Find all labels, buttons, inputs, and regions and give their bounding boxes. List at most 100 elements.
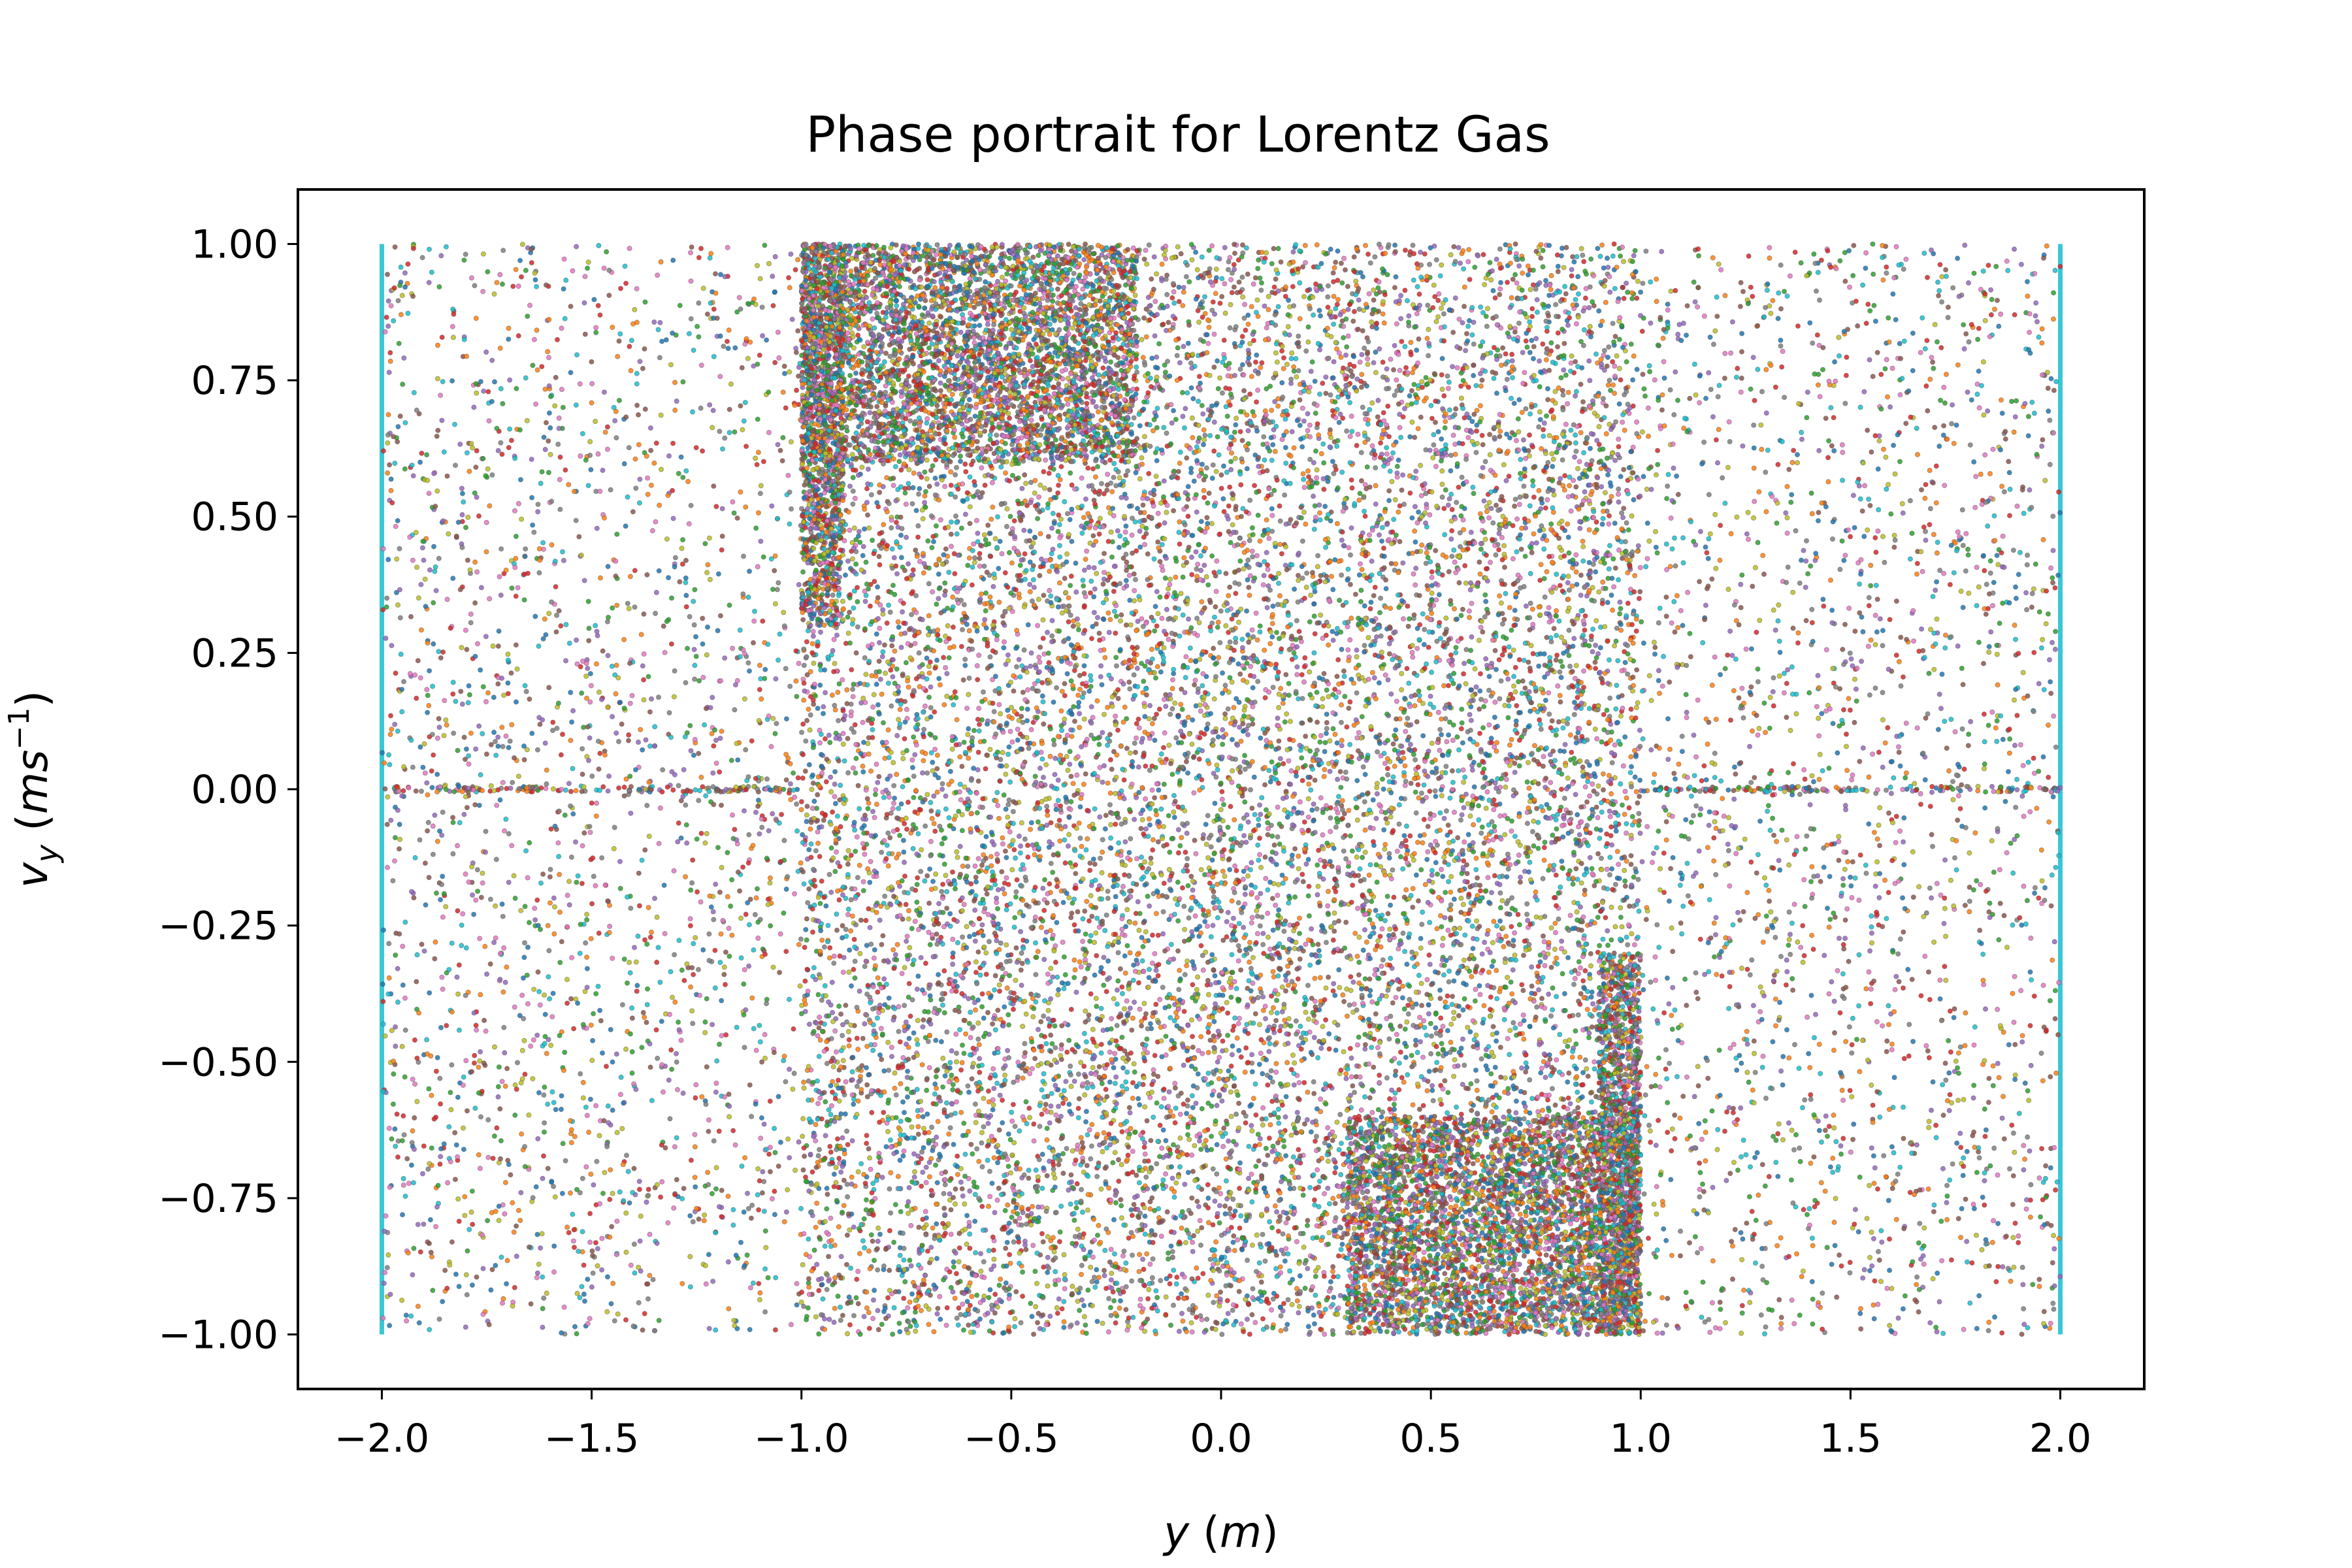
scatter-point xyxy=(891,483,896,487)
scatter-point xyxy=(387,463,392,467)
scatter-point xyxy=(1788,274,1792,278)
scatter-point xyxy=(1684,693,1688,697)
scatter-point xyxy=(1077,1096,1081,1101)
scatter-point xyxy=(1228,868,1232,872)
scatter-point xyxy=(1763,1246,1767,1250)
scatter-point xyxy=(706,1118,711,1122)
scatter-point xyxy=(1088,939,1092,943)
scatter-point xyxy=(1850,1094,1854,1099)
scatter-point xyxy=(1814,704,1819,709)
scatter-point xyxy=(1335,1120,1339,1124)
scatter-point xyxy=(1277,636,1281,641)
scatter-point xyxy=(1159,1234,1164,1239)
scatter-point xyxy=(551,720,555,725)
scatter-point xyxy=(743,1156,747,1160)
scatter-point xyxy=(655,1241,659,1246)
scatter-point xyxy=(1936,293,1941,298)
scatter-point xyxy=(1076,704,1081,709)
scatter-point xyxy=(1811,779,1816,784)
scatter-point xyxy=(1757,726,1761,730)
scatter-point xyxy=(1486,611,1490,615)
scatter-point xyxy=(487,596,492,601)
scatter-point xyxy=(535,898,540,902)
scatter-point xyxy=(1952,1015,1956,1020)
scatter-point xyxy=(508,1173,513,1177)
scatter-point xyxy=(1752,1100,1756,1105)
scatter-point xyxy=(1401,931,1405,936)
scatter-point xyxy=(516,284,521,289)
scatter-point xyxy=(1952,441,1956,446)
scatter-point xyxy=(655,915,659,919)
scatter-point xyxy=(1780,1083,1785,1087)
scatter-point xyxy=(1648,280,1653,284)
scatter-point xyxy=(1940,1258,1944,1263)
scatter-point xyxy=(2044,244,2049,248)
scatter-point xyxy=(1795,939,1800,944)
scatter-point xyxy=(385,596,389,600)
scatter-point xyxy=(915,1042,920,1047)
scatter-point xyxy=(1945,1217,1950,1222)
scatter-point xyxy=(1190,1249,1195,1254)
scatter-point xyxy=(438,1025,443,1030)
scatter-point xyxy=(718,374,723,379)
scatter-point xyxy=(1923,482,1928,487)
scatter-point xyxy=(638,359,642,364)
scatter-point xyxy=(1183,850,1188,855)
scatter-point xyxy=(960,1302,965,1307)
scatter-point xyxy=(550,1090,555,1094)
scatter-point xyxy=(917,1225,921,1230)
scatter-point xyxy=(1940,1083,1945,1087)
scatter-point xyxy=(816,841,821,845)
scatter-point xyxy=(787,276,791,280)
scatter-point xyxy=(1817,298,1821,302)
scatter-point xyxy=(1769,363,1773,368)
scatter-point xyxy=(1834,1139,1838,1144)
scatter-point xyxy=(1732,1120,1737,1125)
scatter-point xyxy=(440,1299,445,1304)
scatter-point xyxy=(933,736,938,740)
scatter-point xyxy=(1349,478,1354,482)
scatter-point xyxy=(1944,746,1949,751)
scatter-point xyxy=(2025,553,2030,557)
scatter-point xyxy=(585,1113,589,1118)
scatter-point xyxy=(936,596,941,601)
scatter-point xyxy=(611,1281,615,1286)
scatter-point xyxy=(1933,588,1938,593)
scatter-point xyxy=(510,586,514,591)
scatter-point xyxy=(1701,640,1705,645)
scatter-point xyxy=(1554,658,1558,662)
scatter-point xyxy=(1319,451,1324,456)
scatter-point xyxy=(1113,1051,1117,1056)
scatter-point xyxy=(1129,1207,1134,1212)
scatter-point xyxy=(1784,983,1788,987)
scatter-point xyxy=(1992,307,1997,312)
scatter-point xyxy=(892,555,896,560)
scatter-point xyxy=(1399,687,1404,692)
scatter-point xyxy=(1135,900,1140,904)
scatter-point xyxy=(711,743,716,748)
scatter-point xyxy=(463,872,468,876)
scatter-point xyxy=(2037,1277,2042,1282)
scatter-point xyxy=(1891,1151,1896,1155)
scatter-point xyxy=(1719,949,1723,954)
scatter-point xyxy=(758,1039,762,1044)
scatter-point xyxy=(610,1224,614,1229)
scatter-point xyxy=(1177,987,1181,992)
scatter-point xyxy=(1541,248,1545,253)
scatter-point xyxy=(1987,1264,1991,1268)
scatter-point xyxy=(1802,953,1806,958)
scatter-point xyxy=(612,846,616,851)
scatter-point xyxy=(954,1271,958,1276)
scatter-point xyxy=(1175,1275,1179,1279)
scatter-point xyxy=(1880,765,1885,770)
scatter-point xyxy=(1411,243,1415,248)
scatter-point xyxy=(1402,834,1407,838)
scatter-point xyxy=(1635,367,1639,372)
scatter-point xyxy=(453,1177,457,1182)
scatter-point xyxy=(492,1134,497,1138)
scatter-point xyxy=(802,1154,807,1158)
scatter-point xyxy=(1893,987,1897,992)
scatter-point xyxy=(1388,815,1393,819)
scatter-point xyxy=(968,521,972,526)
scatter-point xyxy=(1753,916,1757,921)
